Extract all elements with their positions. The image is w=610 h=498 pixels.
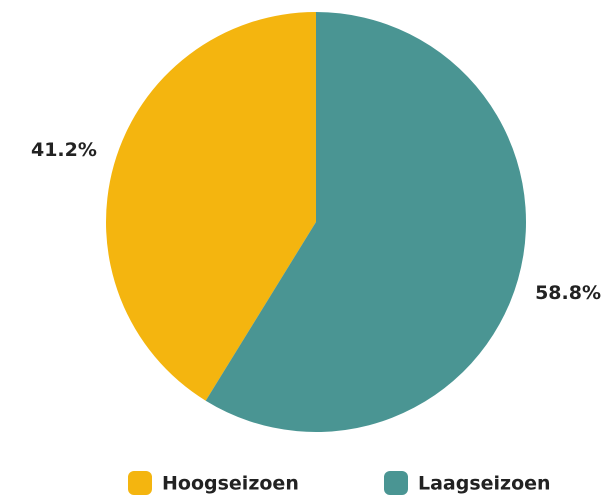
legend-label: Hoogseizoen	[162, 473, 299, 495]
pie-slice	[105, 12, 316, 401]
data-label: 41.2%	[31, 139, 97, 161]
pie-slice	[205, 12, 527, 432]
legend-label: Laagseizoen	[418, 473, 551, 495]
legend-swatch	[128, 471, 152, 495]
legend-swatch	[384, 471, 408, 495]
data-label: 58.8%	[535, 282, 601, 304]
